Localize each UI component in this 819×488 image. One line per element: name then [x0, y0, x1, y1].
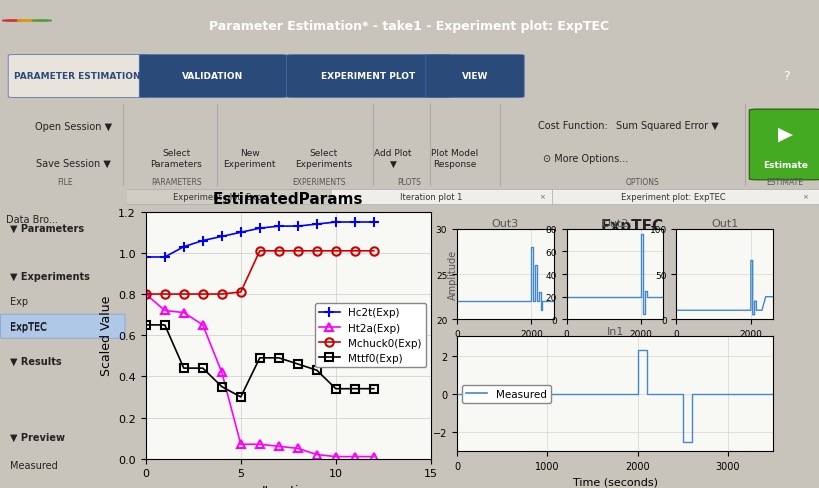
Legend: Measured: Measured [462, 385, 550, 403]
Text: ExpTEC: ExpTEC [10, 322, 47, 332]
Text: ×: × [803, 194, 808, 200]
Circle shape [17, 21, 37, 22]
Text: Select
Parameters: Select Parameters [150, 149, 202, 168]
Text: ▼ Experiments: ▼ Experiments [10, 271, 90, 282]
FancyBboxPatch shape [1, 315, 125, 339]
Circle shape [2, 21, 22, 22]
FancyBboxPatch shape [553, 190, 819, 205]
Text: PARAMETERS: PARAMETERS [151, 178, 201, 187]
Text: Open Session ▼: Open Session ▼ [35, 122, 112, 132]
Title: EstimatedParams: EstimatedParams [213, 192, 364, 207]
FancyBboxPatch shape [8, 56, 147, 98]
Text: OPTIONS: OPTIONS [626, 178, 660, 187]
Text: ExpTEC: ExpTEC [601, 218, 664, 233]
Text: PLOTS: PLOTS [397, 178, 422, 187]
Title: Out2: Out2 [601, 219, 629, 228]
Legend: Hc2t(Exp), Ht2a(Exp), Mchuck0(Exp), Mttf0(Exp): Hc2t(Exp), Ht2a(Exp), Mchuck0(Exp), Mttf… [314, 304, 426, 367]
FancyBboxPatch shape [331, 190, 559, 205]
Text: ▼ Results: ▼ Results [10, 356, 61, 366]
Text: Estimate: Estimate [763, 161, 808, 169]
Text: Add Plot
▼: Add Plot ▼ [374, 149, 412, 168]
Text: ×: × [539, 194, 545, 200]
FancyBboxPatch shape [749, 110, 819, 181]
Text: Parameter Estimation* - take1 - Experiment plot: ExpTEC: Parameter Estimation* - take1 - Experime… [210, 20, 609, 33]
X-axis label: Iteration: Iteration [262, 484, 314, 488]
FancyBboxPatch shape [287, 56, 450, 98]
Text: EXPERIMENT PLOT: EXPERIMENT PLOT [321, 71, 416, 81]
Text: Cost Function:: Cost Function: [538, 121, 609, 130]
Title: Out3: Out3 [491, 219, 519, 228]
Text: Experiment plot: ExpTEC: Experiment plot: ExpTEC [622, 193, 726, 202]
Text: Data Bro...: Data Bro... [7, 214, 58, 224]
Text: ▶: ▶ [778, 125, 793, 144]
Text: ESTIMATE: ESTIMATE [766, 178, 803, 187]
Text: Save Session ▼: Save Session ▼ [36, 158, 111, 168]
Title: Out1: Out1 [711, 219, 739, 228]
Text: PARAMETER ESTIMATION: PARAMETER ESTIMATION [15, 71, 141, 81]
Circle shape [32, 21, 52, 22]
Text: Plot Model
Response: Plot Model Response [431, 149, 478, 168]
Title: In1: In1 [606, 326, 624, 336]
Text: ExpTEC: ExpTEC [10, 322, 47, 332]
Text: ?: ? [783, 69, 790, 82]
Text: Measured: Measured [10, 461, 58, 470]
Text: Sum Squared Error ▼: Sum Squared Error ▼ [616, 121, 719, 130]
Text: Select
Experiments: Select Experiments [295, 149, 352, 168]
Text: ▼ Preview: ▼ Preview [10, 432, 66, 442]
FancyBboxPatch shape [426, 56, 524, 98]
Y-axis label: Scaled Value: Scaled Value [100, 295, 113, 376]
Text: EXPERIMENTS: EXPERIMENTS [292, 178, 346, 187]
Text: FILE: FILE [57, 178, 74, 187]
Text: Experiment plot: Exp: Experiment plot: Exp [173, 193, 261, 202]
Text: VIEW: VIEW [462, 71, 488, 81]
Text: New
Experiment: New Experiment [224, 149, 276, 168]
FancyBboxPatch shape [124, 190, 338, 205]
Text: Iteration plot 1: Iteration plot 1 [400, 193, 463, 202]
X-axis label: Time (seconds): Time (seconds) [572, 477, 658, 487]
FancyBboxPatch shape [139, 56, 287, 98]
Text: Amplitude: Amplitude [447, 249, 458, 300]
Text: Exp: Exp [10, 297, 29, 307]
Text: ⊙ More Options...: ⊙ More Options... [543, 154, 628, 163]
Text: ×: × [318, 194, 324, 200]
Text: ▼ Parameters: ▼ Parameters [10, 224, 84, 233]
Text: VALIDATION: VALIDATION [183, 71, 243, 81]
